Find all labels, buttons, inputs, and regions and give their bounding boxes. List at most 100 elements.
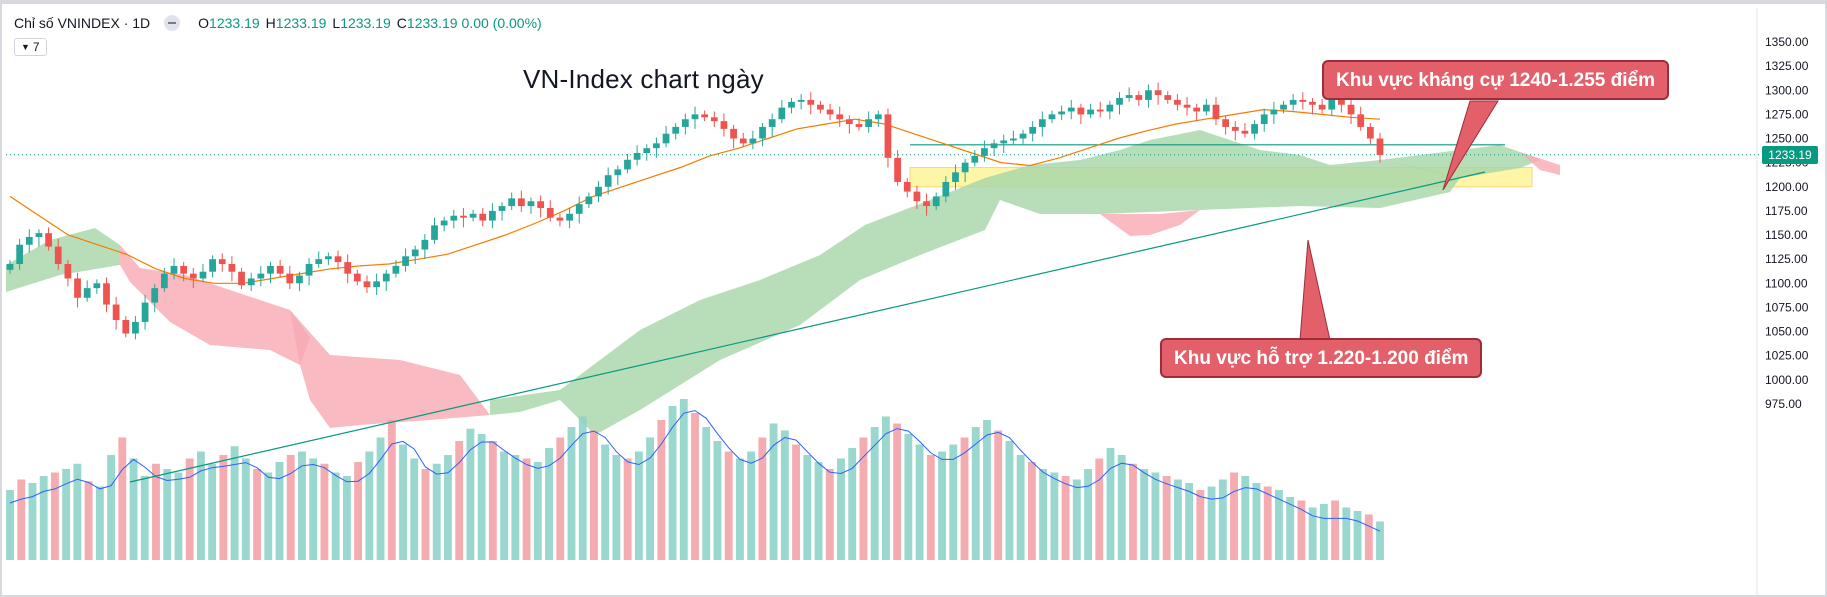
candle-body (363, 281, 371, 288)
volume-bar (904, 434, 913, 560)
candle-body (894, 157, 901, 182)
indicator-count: 7 (32, 40, 40, 54)
candle-body (479, 213, 487, 221)
candle-body (874, 114, 882, 120)
volume-bar (365, 451, 374, 560)
candle-body (450, 215, 458, 221)
candle-body (373, 281, 380, 288)
volume-bar (1207, 486, 1216, 560)
candle-body (1309, 101, 1316, 105)
resistance-callout-pointer (1442, 100, 1499, 191)
volume-bar (590, 430, 598, 560)
candle-body (1174, 99, 1181, 105)
volume-bar (129, 458, 138, 560)
volume-bar (399, 444, 407, 560)
chevron-down-icon: ▼ (21, 42, 30, 52)
candle-body (749, 138, 757, 144)
candle-body (1116, 97, 1123, 105)
high-key: H (265, 15, 276, 31)
indicators-toggle[interactable]: ▼ 7 (14, 38, 47, 56)
candle-body (209, 259, 216, 272)
volume-bar (545, 448, 553, 560)
volume-bar (634, 451, 643, 560)
volume-bar (421, 469, 430, 560)
support-callout[interactable]: Khu vực hỗ trợ 1.220-1.200 điểm (1160, 338, 1483, 378)
candle-body (701, 114, 709, 118)
volume-bar (1218, 479, 1227, 560)
volume-bar (893, 423, 902, 560)
cloud-bearish-segment (1520, 152, 1560, 175)
volume-bar (792, 444, 800, 560)
volume-bar (1151, 472, 1160, 560)
candle-body (566, 213, 573, 221)
volume-bar (668, 406, 677, 560)
volume-bar (949, 444, 958, 560)
candle-body (923, 201, 930, 207)
candle-body (884, 114, 892, 158)
candle-body (325, 256, 332, 260)
candle-body (1096, 109, 1104, 112)
volume-bar (84, 481, 93, 560)
y-axis-tick-label: 1000.00 (1765, 373, 1809, 387)
candle-body (1231, 126, 1239, 131)
volume-bar (533, 462, 542, 560)
symbol-label[interactable]: Chỉ số VNINDEX · 1D (14, 15, 151, 31)
candle-body (276, 265, 284, 274)
candle-body (662, 133, 670, 144)
volume-bar (1263, 486, 1272, 560)
change-value: 0.00 (0.00%) (461, 15, 542, 31)
candle-body (1058, 111, 1065, 115)
close-value: 1233.19 (406, 15, 458, 31)
volume-bar (354, 462, 363, 560)
volume-bar (50, 472, 59, 560)
volume-bar (1252, 483, 1261, 560)
volume-average-line (9, 410, 1381, 532)
volume-bar (230, 446, 239, 560)
candle-body (710, 117, 718, 122)
candle-body (1029, 126, 1037, 134)
candle-body (257, 273, 265, 279)
volume-bar (1275, 490, 1283, 560)
volume-bar (1241, 476, 1250, 560)
candle-body (25, 236, 33, 245)
volume-bar (298, 451, 306, 560)
candle-body (1019, 133, 1027, 139)
volume-bar (1376, 521, 1384, 560)
volume-bar (994, 430, 1003, 560)
volume-bar (152, 463, 160, 560)
candle-body (218, 259, 226, 264)
volume-bar (253, 469, 261, 560)
volume-bar (1061, 476, 1070, 560)
volume-bar (1173, 479, 1182, 560)
volume-bar (870, 427, 879, 560)
y-axis-tick-label: 1050.00 (1765, 325, 1809, 339)
volume-bar (73, 463, 82, 560)
volume-bar (702, 427, 711, 560)
candle-body (83, 288, 91, 298)
candle-body (971, 155, 979, 163)
volume-bar (848, 448, 857, 560)
collapse-legend-icon[interactable] (164, 15, 181, 31)
candle-body (527, 201, 535, 207)
candle-body (1366, 126, 1374, 139)
candle-body (1212, 104, 1220, 120)
candle-body (228, 263, 236, 272)
close-key: C (396, 15, 407, 31)
candle-body (1067, 107, 1075, 112)
candle-body (1202, 104, 1210, 112)
volume-bar (735, 458, 744, 560)
candle-body (35, 233, 43, 237)
candle-body (720, 121, 728, 129)
volume-bar (1095, 458, 1104, 560)
volume-bar (1319, 504, 1328, 560)
candle-body (440, 220, 448, 226)
low-key: L (332, 15, 341, 31)
candle-body (1347, 104, 1355, 115)
candle-body (1222, 119, 1230, 127)
volume-bar (825, 469, 834, 560)
volume-bar (623, 458, 632, 560)
resistance-callout[interactable]: Khu vực kháng cự 1240-1.255 điểm (1322, 60, 1669, 100)
y-axis-tick-label: 1025.00 (1765, 349, 1809, 363)
candle-body (1087, 109, 1094, 115)
